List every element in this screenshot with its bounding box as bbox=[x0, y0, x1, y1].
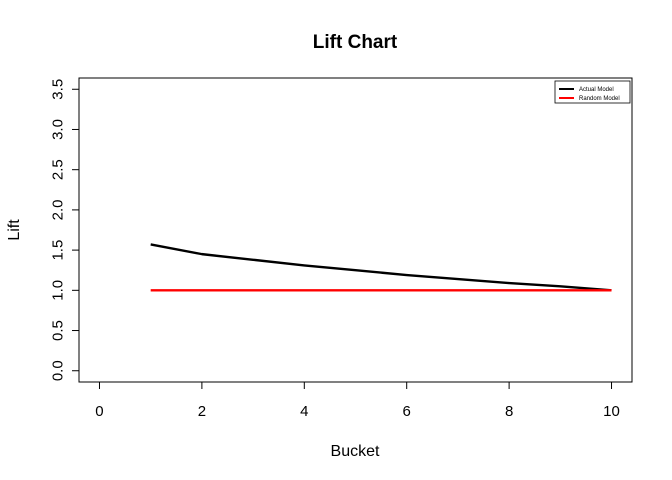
y-tick-label: 2.0 bbox=[50, 199, 67, 220]
series-line-actual-model bbox=[150, 243, 612, 292]
legend-label: Actual Model bbox=[579, 87, 614, 93]
x-tick-label: 4 bbox=[300, 403, 308, 420]
y-tick-label: 3.5 bbox=[50, 79, 67, 100]
series-layer bbox=[150, 243, 612, 292]
y-tick-label: 3.0 bbox=[50, 119, 67, 140]
y-tick-label: 1.0 bbox=[50, 280, 67, 301]
x-axis: 0 2 4 6 8 10 bbox=[95, 381, 620, 420]
x-tick-label: 8 bbox=[505, 403, 513, 420]
y-tick-label: 2.5 bbox=[50, 159, 67, 180]
x-axis-label: Bucket bbox=[331, 443, 380, 460]
x-tick-label: 0 bbox=[95, 403, 103, 420]
x-tick-label: 2 bbox=[198, 403, 206, 420]
y-tick-label: 0.5 bbox=[50, 320, 67, 341]
plot-area-border bbox=[78, 77, 633, 383]
legend-label: Random Model bbox=[579, 96, 620, 102]
chart-title: Lift Chart bbox=[313, 32, 398, 53]
y-tick-label: 0.0 bbox=[50, 360, 67, 381]
y-axis: 0.0 0.5 1.0 1.5 2.0 2.5 3.0 3.5 bbox=[50, 79, 80, 381]
y-axis-label: Lift bbox=[6, 219, 23, 241]
legend: Actual Model Random Model bbox=[554, 80, 631, 104]
x-tick-label: 6 bbox=[403, 403, 411, 420]
x-tick-label: 10 bbox=[603, 403, 620, 420]
y-tick-label: 1.5 bbox=[50, 240, 67, 261]
